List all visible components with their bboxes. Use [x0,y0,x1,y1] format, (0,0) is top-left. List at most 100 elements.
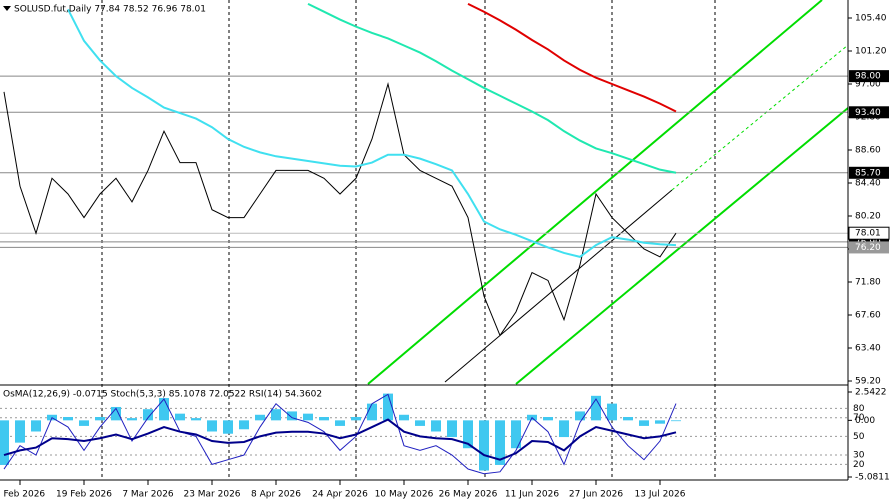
price-label: 76.20 [855,243,881,253]
osma-bar [399,414,409,421]
osma-bar [15,420,25,443]
osma-bar [287,411,297,421]
osma-bar [367,403,377,421]
y-tick-label: 63.40 [855,344,881,354]
osma-bar [79,420,89,426]
series-line [307,2,677,174]
y-tick-label: 84.40 [855,179,881,189]
osma-bar [671,420,681,422]
oscillator-title: OsMA(12,26,9) -0.0715 Stoch(5,3,3) 85.10… [3,390,322,400]
y-tick-label: 70 [853,413,865,423]
osma-bar [655,420,665,424]
osma-bar [623,417,633,421]
osma-bar [31,420,41,432]
osma-bar [143,409,153,421]
y-tick-label: 105.40 [855,13,887,23]
y2-tick-label: -5.0811 [855,473,890,483]
osma-bar [431,420,441,432]
x-tick-label: 23 Mar 2026 [183,490,240,500]
y-tick-label: 30 [853,451,865,461]
osma-bar [63,417,73,421]
x-tick-label: 27 Jun 2026 [569,490,623,500]
osma-bar [495,420,505,465]
trend-extension [671,44,849,191]
y-tick-label: 80 [853,404,865,414]
time-grid [101,0,716,480]
last-price-box [848,226,890,240]
osma-bar [175,413,185,421]
x-tick-label: 19 Feb 2026 [56,490,112,500]
osma-bar [351,417,361,421]
y-tick-label: 80.20 [855,212,881,222]
osma-bar [303,413,313,421]
osma-bar [559,420,569,438]
price-label-box [849,70,889,83]
osma-bar [479,420,489,471]
price-label: 93.40 [855,108,881,118]
osma-bar [639,420,649,426]
price-label-box [849,241,889,254]
osma-bar [543,417,553,421]
x-tick-label: 13 Jul 2026 [635,490,686,500]
osma-bar [111,406,121,421]
osma-bar [591,395,601,421]
series-line [3,393,677,475]
x-tick-label: 3 Feb 2026 [0,490,45,500]
y-tick-label: 20 [853,460,865,470]
osma-bar [447,420,457,438]
x-tick-label: 10 May 2026 [375,490,434,500]
osma-bar [271,409,281,421]
x-tick-label: 8 Apr 2026 [251,490,301,500]
y-tick-label: 101.20 [855,46,887,56]
price-label: 98.00 [855,72,881,82]
x-tick-label: 7 Mar 2026 [122,490,174,500]
osma-bar [463,420,473,449]
osma-bar [207,420,217,432]
y2-tick-label: 0.00 [855,416,875,426]
price-label: 85.70 [855,168,881,178]
osma-bar [319,417,329,421]
main-panel: 105.40101.2097.0092.8088.6084.4080.2076.… [0,2,890,387]
series-line [467,2,677,113]
y-tick-label: 88.60 [855,146,881,156]
chart-title: SOLUSD.fut,Daily 77.84 78.52 76.96 78.01 [14,5,206,15]
y-tick-label: 67.60 [855,311,881,321]
trend-channel [367,0,849,385]
trend-line [444,189,673,383]
osma-bar [95,417,105,421]
y-tick-label: 71.80 [855,278,881,288]
y-tick-label: 59.20 [855,377,881,387]
osma-bar [575,411,585,421]
osma-bar [607,403,617,421]
channel-lower [515,107,849,385]
symbol-icon [3,6,11,11]
y-tick-label: 50 [853,432,865,442]
series-line [67,8,677,258]
osma-bar [159,398,169,421]
osma-bar [0,420,9,465]
series-line [3,81,677,337]
osma-bar [239,420,249,430]
price-label-box [849,166,889,179]
chart-header: SOLUSD.fut,Daily 77.84 78.52 76.96 78.01… [3,5,322,400]
osma-bar [383,393,393,421]
osma-bar [415,420,425,426]
series-line [3,418,677,461]
y2-tick-label: 2.5422 [855,388,887,398]
osma-bar [255,414,265,421]
osma-bar [223,420,233,434]
osma-bar [511,420,521,449]
x-tick-label: 11 Jun 2026 [505,490,559,500]
channel-upper [367,0,823,385]
osma-bar [335,420,345,426]
x-tick-label: 24 Apr 2026 [312,490,368,500]
last-price-label: 78.01 [855,229,881,239]
x-tick-label: 26 May 2026 [439,490,498,500]
osma-bar [127,418,137,421]
price-label-box [849,106,889,119]
osma-bar [191,418,201,421]
y-tick-label: 97.00 [855,79,881,89]
